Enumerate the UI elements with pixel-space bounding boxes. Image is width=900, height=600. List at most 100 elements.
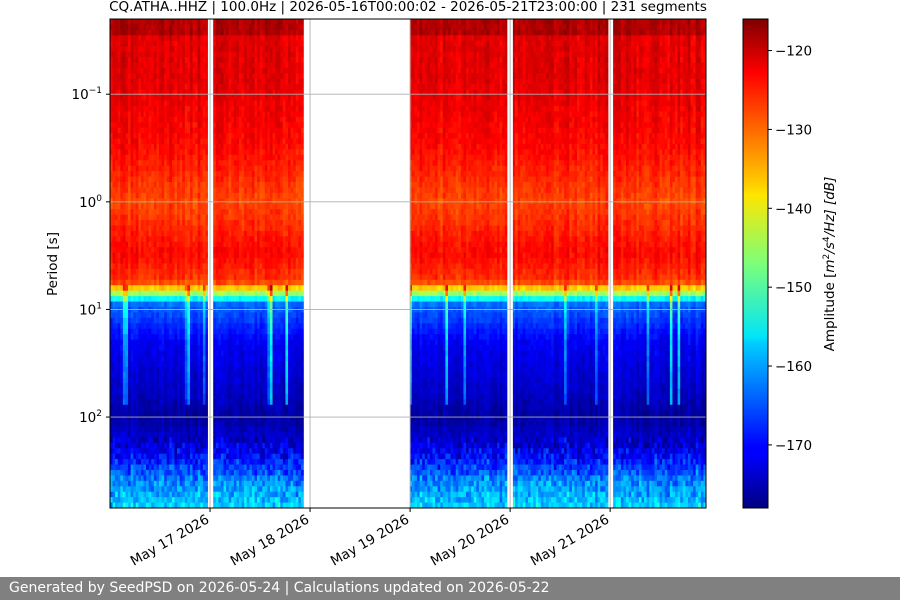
heatmap-cell (197, 116, 201, 123)
heatmap-cell (195, 40, 199, 47)
heatmap-cell (133, 198, 137, 205)
heatmap-cell (156, 160, 160, 167)
heatmap-cell (189, 306, 194, 313)
heatmap-cell (182, 192, 186, 199)
heatmap-cell (140, 143, 145, 150)
heatmap-cell (135, 105, 139, 112)
heatmap-cell (120, 51, 124, 58)
heatmap-cell (128, 62, 132, 69)
heatmap-cell (164, 393, 168, 400)
heatmap-cell (192, 345, 196, 352)
heatmap-cell (223, 426, 227, 433)
heatmap-cell (257, 236, 261, 243)
heatmap-cell (202, 46, 207, 53)
heatmap-cell (153, 100, 158, 107)
heatmap-cell (128, 133, 132, 140)
heatmap-cell (171, 46, 176, 53)
heatmap-cell (174, 236, 178, 243)
heatmap-cell (159, 339, 163, 346)
heatmap-cell (125, 187, 129, 194)
heatmap-cell (130, 274, 134, 281)
heatmap-cell (138, 361, 142, 368)
heatmap-cell (120, 475, 124, 482)
heatmap-cell (195, 285, 199, 292)
heatmap-cell (153, 209, 158, 216)
heatmap-cell (110, 361, 114, 368)
heatmap-cell (166, 51, 170, 58)
heatmap-cell (200, 40, 204, 47)
heatmap-cell (251, 328, 256, 335)
heatmap-cell (220, 421, 225, 428)
heatmap-cell (115, 122, 119, 129)
heatmap-cell (177, 328, 181, 335)
heatmap-cell (200, 67, 204, 74)
heatmap-cell (166, 393, 170, 400)
heatmap-cell (148, 355, 152, 362)
heatmap-cell (202, 285, 207, 292)
heatmap-cell (161, 285, 165, 292)
heatmap-cell (148, 328, 152, 335)
heatmap-cell (213, 40, 217, 47)
heatmap-cell (179, 95, 183, 102)
heatmap-cell (231, 160, 235, 167)
heatmap-cell (122, 334, 127, 341)
heatmap-cell (189, 187, 194, 194)
heatmap-cell (169, 40, 173, 47)
heatmap-cell (187, 372, 191, 379)
heatmap-cell (177, 19, 181, 26)
heatmap-cell (146, 393, 150, 400)
heatmap-cell (244, 46, 248, 53)
heatmap-cell (115, 459, 119, 466)
heatmap-cell (249, 105, 253, 112)
heatmap-cell (187, 328, 191, 335)
heatmap-cell (169, 46, 173, 53)
heatmap-cell (215, 198, 219, 205)
heatmap-cell (122, 268, 127, 275)
heatmap-cell (226, 176, 230, 183)
heatmap-cell (138, 160, 142, 167)
heatmap-cell (122, 431, 127, 438)
heatmap-cell (128, 84, 132, 91)
heatmap-cell (138, 247, 142, 254)
heatmap-cell (249, 214, 253, 221)
heatmap-cell (200, 51, 204, 58)
heatmap-cell (151, 105, 155, 112)
heatmap-cell (161, 475, 165, 482)
heatmap-cell (236, 100, 240, 107)
heatmap-cell (171, 502, 176, 508)
heatmap-cell (197, 372, 201, 379)
heatmap-cell (226, 187, 230, 194)
heatmap-cell (174, 187, 178, 194)
heatmap-cell (218, 480, 222, 487)
heatmap-cell (140, 334, 145, 341)
heatmap-cell (177, 350, 181, 357)
heatmap-cell (184, 345, 188, 352)
heatmap-cell (138, 355, 142, 362)
heatmap-cell (200, 404, 204, 411)
heatmap-cell (195, 149, 199, 156)
heatmap-cell (117, 67, 121, 74)
heatmap-cell (202, 290, 207, 297)
heatmap-cell (197, 301, 201, 308)
heatmap-cell (187, 393, 191, 400)
heatmap-cell (197, 469, 201, 476)
heatmap-cell (236, 51, 240, 58)
heatmap-cell (226, 388, 230, 395)
heatmap-cell (135, 339, 139, 346)
heatmap-cell (120, 78, 124, 85)
heatmap-cell (133, 84, 137, 91)
heatmap-cell (223, 263, 227, 270)
heatmap-cell (195, 51, 199, 58)
heatmap-cell (215, 171, 219, 178)
heatmap-cell (213, 388, 217, 395)
heatmap-cell (231, 122, 235, 129)
heatmap-cell (161, 57, 165, 64)
heatmap-cell (195, 78, 199, 85)
heatmap-cell (156, 285, 160, 292)
heatmap-cell (174, 328, 178, 335)
heatmap-cell (192, 339, 196, 346)
heatmap-cell (177, 263, 181, 270)
heatmap-cell (213, 404, 217, 411)
heatmap-cell (215, 377, 219, 384)
heatmap-cell (195, 296, 199, 303)
